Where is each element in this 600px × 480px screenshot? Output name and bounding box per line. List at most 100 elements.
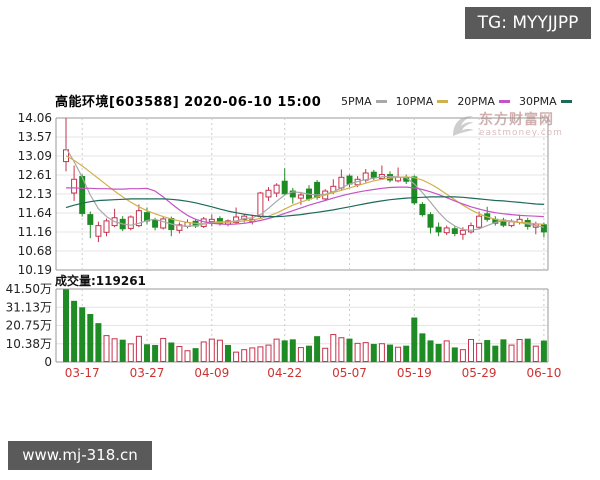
ma-legend: 5PMA 10PMA 20PMA 30PMA	[341, 95, 572, 108]
candle-body	[95, 225, 102, 237]
volume-bar	[241, 349, 248, 362]
volume-axis-label: 31.13万	[6, 300, 52, 314]
candle-body	[273, 184, 280, 194]
volume-bar	[459, 349, 466, 362]
volume-bar	[273, 338, 280, 363]
legend-label: 30PMA	[518, 95, 557, 108]
price-axis-label: 11.16	[18, 225, 52, 239]
candle-body	[338, 176, 345, 189]
volume-bar	[233, 351, 240, 362]
volume-bar	[192, 348, 199, 362]
volume-bar	[322, 347, 329, 362]
chart-title: 高能环境[603588] 2020-06-10 15:00	[55, 95, 322, 110]
candle-body	[451, 228, 458, 234]
legend-item-30pma: 30PMA	[519, 95, 572, 108]
volume-readout: 成交量:119261	[55, 274, 146, 288]
volume-bar	[225, 344, 231, 362]
volume-bar	[314, 336, 321, 363]
volume-bar	[176, 346, 183, 362]
volume-bar	[135, 335, 142, 363]
grid-lines	[55, 117, 549, 363]
price-axis-label: 10.19	[18, 263, 52, 277]
candle-body	[216, 218, 223, 224]
volume-bar	[160, 337, 167, 363]
volume-bar	[476, 342, 483, 362]
volume-bar	[144, 344, 150, 362]
date-axis-label: 06-10	[526, 366, 561, 380]
date-axis-label: 05-07	[332, 366, 367, 380]
legend-label: 20PMA	[457, 95, 495, 108]
ma30-line	[65, 196, 544, 218]
price-axis-label: 12.13	[18, 187, 52, 201]
ma20-line	[66, 186, 544, 225]
volume-bar	[71, 300, 78, 363]
volume-bar	[532, 345, 539, 362]
candle-body	[443, 227, 450, 234]
volume-bar	[330, 334, 337, 362]
volume-bar	[419, 333, 426, 362]
candle-body	[208, 218, 215, 223]
site-watermark-badge: www.mj-318.cn	[8, 441, 152, 470]
candle-body	[476, 215, 483, 228]
volume-bar	[378, 343, 385, 362]
ma20-color-swatch	[498, 100, 510, 103]
legend-item-20pma: 20PMA	[457, 95, 510, 108]
volume-bar	[281, 340, 288, 363]
volume-bar	[152, 344, 159, 362]
volume-bar	[208, 338, 215, 363]
volume-bar	[411, 317, 418, 363]
date-axis-label: 05-19	[397, 366, 432, 380]
volume-bar	[354, 342, 361, 362]
volume-bar	[395, 346, 402, 362]
volume-bar	[524, 338, 531, 363]
volume-bar	[63, 289, 69, 362]
candle-body	[370, 171, 377, 178]
ma5-line	[65, 147, 545, 231]
volume-bar	[249, 347, 256, 362]
price-axis-label: 11.64	[18, 206, 52, 220]
candle-body	[468, 225, 474, 233]
candle-body	[387, 174, 393, 181]
candle-body	[152, 220, 159, 228]
volume-bar	[79, 307, 86, 362]
price-axis-label: 13.09	[18, 149, 52, 163]
volume-axis-label: 0	[44, 355, 52, 369]
volume-bar	[427, 340, 434, 363]
candle-body	[103, 220, 110, 233]
volume-bar	[540, 340, 547, 363]
candle-body	[459, 229, 466, 235]
candle-body	[289, 190, 296, 198]
date-axis-label: 04-09	[194, 366, 229, 380]
volume-bar	[200, 341, 207, 363]
legend-label: 5PMA	[341, 95, 372, 108]
volume-bars	[63, 289, 547, 363]
volume-axis-label: 41.50万	[6, 282, 52, 296]
candle-body	[346, 175, 353, 185]
volume-bar	[362, 342, 369, 363]
volume-bar	[87, 314, 94, 362]
price-axis-label: 13.57	[18, 130, 52, 144]
tg-watermark-badge: TG: MYYJJPP	[465, 7, 591, 39]
candle-body	[435, 226, 442, 233]
volume-axis-label: 20.75万	[6, 319, 52, 333]
volume-axis-label: 10.38万	[6, 337, 52, 351]
volume-bar	[451, 347, 458, 362]
volume-bar	[508, 344, 515, 362]
watermark-url: eastmoney.com	[479, 128, 563, 138]
axis-labels: 14.06 13.57 13.09 12.61 12.13 11.64 11.16 10.68…	[6, 111, 562, 380]
date-axis-label: 03-17	[65, 366, 100, 380]
candle-body	[265, 189, 272, 198]
candle-body	[71, 178, 78, 194]
volume-bar	[370, 343, 377, 362]
volume-bar	[346, 338, 353, 363]
volume-bar	[468, 338, 474, 363]
ma30-color-swatch	[560, 100, 572, 103]
volume-bar	[297, 347, 304, 362]
eastmoney-logo-icon	[453, 116, 474, 136]
volume-bar	[492, 345, 499, 362]
volume-bar	[257, 346, 264, 362]
watermark-text: 东方财富网	[479, 112, 554, 128]
candles	[63, 118, 547, 243]
ma-lines	[65, 147, 545, 231]
